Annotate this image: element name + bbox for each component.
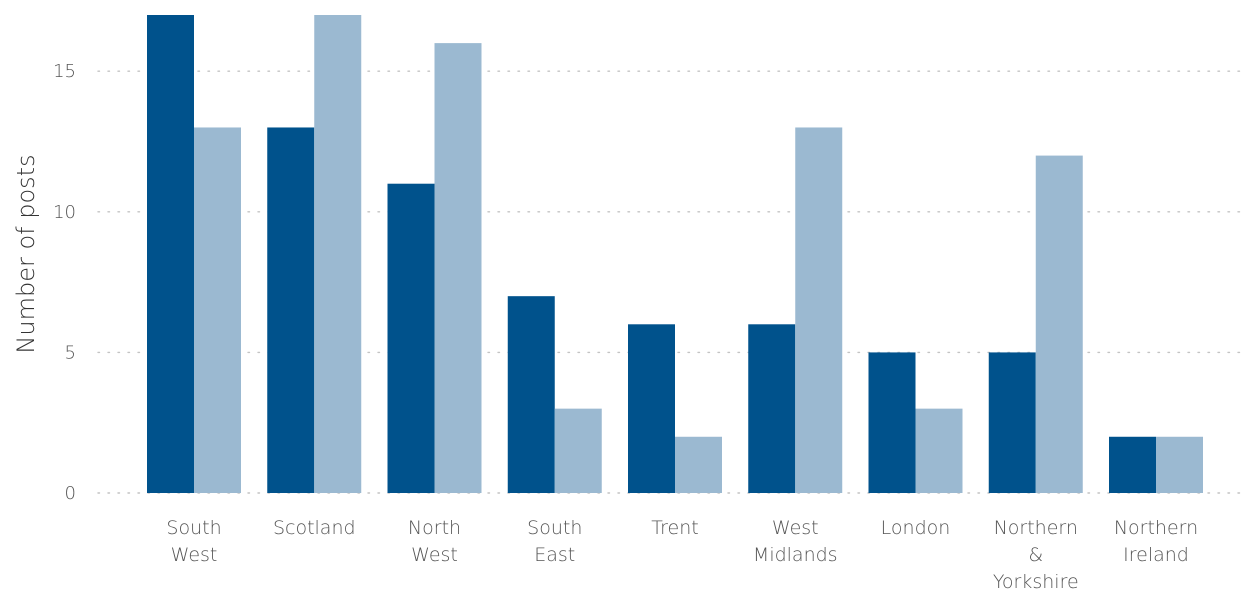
bar-series-1 [147, 15, 194, 493]
bar-series-1 [507, 296, 555, 493]
x-tick-label-line: North [408, 517, 461, 539]
bar-series-1 [628, 324, 675, 493]
bar-series-2 [1156, 436, 1203, 493]
bar-series-1 [267, 127, 315, 494]
y-axis-title: Number of posts [12, 154, 40, 353]
y-axis-ticks: 0 5 10 15 [53, 61, 76, 504]
x-tick-label-line: South [527, 517, 582, 539]
x-tick-label-line: Northern [1114, 517, 1198, 539]
x-tick-label: South East [527, 517, 582, 566]
bar-series-2 [795, 127, 843, 494]
x-tick-label: London [881, 517, 951, 539]
x-tick-label: Northern & Yorkshire [993, 517, 1079, 593]
x-tick-label-line: East [534, 544, 575, 566]
x-tick-label-line: Trent [651, 517, 698, 539]
x-tick-label-line: Northern [994, 517, 1078, 539]
bar-series-1 [988, 352, 1036, 493]
bar-series-1 [868, 352, 916, 493]
x-tick-label: Northern Ireland [1114, 517, 1198, 566]
bar-series-2 [554, 408, 602, 493]
bar-series-2 [194, 127, 241, 494]
x-tick-label-line: London [881, 517, 951, 539]
x-tick-label: South West [166, 517, 221, 566]
bar-series-1 [387, 183, 435, 494]
x-tick-label-line: & [1028, 544, 1043, 566]
x-tick-label: North West [408, 517, 461, 566]
y-tick-label: 10 [53, 202, 76, 223]
x-tick-label-line: West [411, 544, 458, 566]
bar-series-1 [748, 324, 796, 493]
x-axis-labels: South West Scotland North West South East Trent… [166, 517, 1198, 593]
x-tick-label: Trent [651, 517, 698, 539]
y-tick-label: 15 [53, 61, 76, 82]
bar-series-2 [675, 436, 722, 493]
x-tick-label-line: Yorkshire [993, 571, 1079, 593]
x-tick-label: Scotland [273, 517, 356, 539]
x-tick-label-line: West [171, 544, 218, 566]
x-tick-label-line: South [166, 517, 221, 539]
y-tick-label: 0 [65, 483, 76, 504]
y-tick-label: 5 [65, 342, 76, 363]
bar-series-2 [434, 43, 482, 493]
bar-series-2 [314, 15, 362, 493]
bar-series-2 [1035, 155, 1083, 493]
x-tick-label-line: Scotland [273, 517, 356, 539]
x-tick-label-line: Ireland [1123, 544, 1189, 566]
bar-series-1 [1109, 436, 1156, 493]
x-tick-label-line: Midlands [753, 544, 838, 566]
x-tick-label: West Midlands [753, 517, 838, 566]
x-tick-label-line: West [772, 517, 819, 539]
bars [147, 15, 1203, 494]
bar-series-2 [915, 408, 963, 493]
